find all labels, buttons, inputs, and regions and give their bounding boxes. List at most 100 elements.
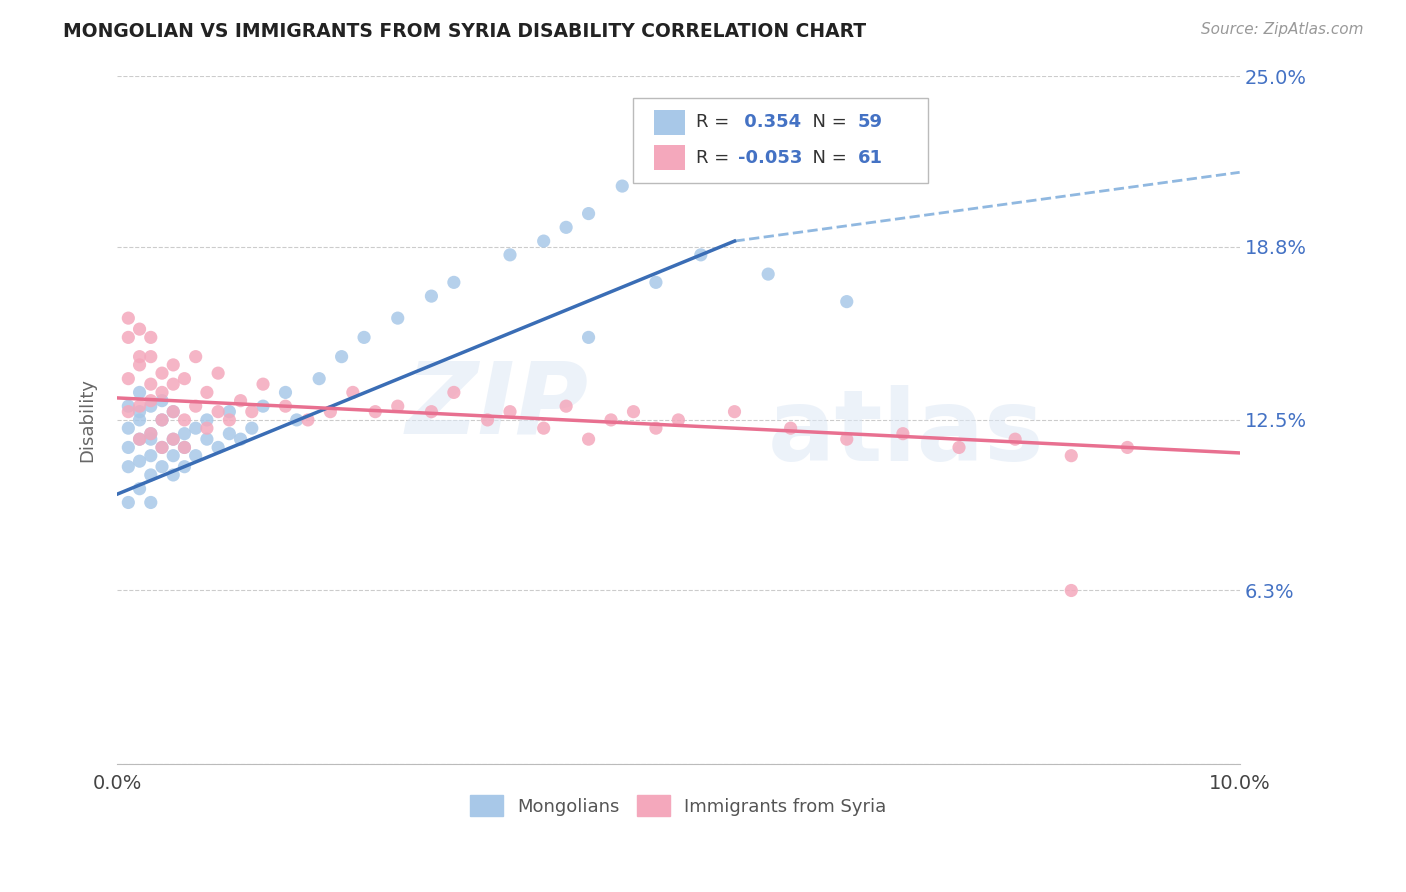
Point bbox=[139, 432, 162, 446]
Point bbox=[623, 405, 645, 419]
Point bbox=[342, 385, 364, 400]
Text: N =: N = bbox=[801, 113, 853, 131]
Point bbox=[555, 220, 578, 235]
Point bbox=[195, 432, 218, 446]
Point bbox=[162, 358, 184, 372]
Point bbox=[420, 405, 443, 419]
Point bbox=[252, 399, 274, 413]
Y-axis label: Disability: Disability bbox=[79, 378, 96, 462]
Point bbox=[578, 206, 600, 220]
Point bbox=[612, 179, 634, 194]
Point bbox=[1060, 449, 1083, 463]
Point bbox=[1060, 583, 1083, 598]
Point bbox=[499, 248, 522, 262]
Point bbox=[173, 426, 195, 441]
Point bbox=[162, 467, 184, 482]
Text: MONGOLIAN VS IMMIGRANTS FROM SYRIA DISABILITY CORRELATION CHART: MONGOLIAN VS IMMIGRANTS FROM SYRIA DISAB… bbox=[63, 22, 866, 41]
Point bbox=[117, 330, 139, 344]
Point bbox=[150, 413, 173, 427]
Point bbox=[150, 413, 173, 427]
Point bbox=[689, 248, 711, 262]
Point bbox=[139, 495, 162, 509]
Point bbox=[274, 385, 297, 400]
Point bbox=[128, 350, 150, 364]
Point bbox=[139, 449, 162, 463]
Point bbox=[645, 276, 668, 290]
Point bbox=[117, 441, 139, 455]
Text: ZIP: ZIP bbox=[405, 358, 589, 455]
Text: R =: R = bbox=[696, 149, 735, 167]
Point bbox=[195, 385, 218, 400]
Point bbox=[184, 350, 207, 364]
Text: -0.053: -0.053 bbox=[738, 149, 803, 167]
Point bbox=[117, 405, 139, 419]
Point bbox=[150, 366, 173, 380]
Point bbox=[128, 385, 150, 400]
Point bbox=[645, 421, 668, 435]
Point bbox=[756, 267, 779, 281]
Point bbox=[308, 371, 330, 385]
Point bbox=[139, 426, 162, 441]
Point bbox=[229, 432, 252, 446]
Text: 0.354: 0.354 bbox=[738, 113, 801, 131]
Point bbox=[173, 441, 195, 455]
Point bbox=[330, 350, 353, 364]
Point bbox=[139, 393, 162, 408]
Text: 59: 59 bbox=[858, 113, 883, 131]
Point bbox=[723, 152, 745, 166]
Point bbox=[150, 459, 173, 474]
Point bbox=[779, 137, 801, 152]
Point bbox=[184, 421, 207, 435]
Point bbox=[779, 421, 801, 435]
Point bbox=[128, 432, 150, 446]
Point bbox=[533, 234, 555, 248]
Point bbox=[319, 405, 342, 419]
Legend: Mongolians, Immigrants from Syria: Mongolians, Immigrants from Syria bbox=[463, 789, 894, 823]
Text: 61: 61 bbox=[858, 149, 883, 167]
Point bbox=[443, 276, 465, 290]
Text: N =: N = bbox=[801, 149, 853, 167]
Point bbox=[173, 413, 195, 427]
Point bbox=[173, 371, 195, 385]
Point bbox=[139, 467, 162, 482]
Point bbox=[274, 399, 297, 413]
Point bbox=[353, 330, 375, 344]
Point bbox=[578, 432, 600, 446]
Point bbox=[128, 322, 150, 336]
Point bbox=[117, 311, 139, 326]
Point bbox=[666, 165, 689, 179]
Point bbox=[128, 454, 150, 468]
Point bbox=[443, 385, 465, 400]
Point bbox=[128, 413, 150, 427]
Point bbox=[533, 421, 555, 435]
Point bbox=[387, 311, 409, 326]
Point bbox=[150, 385, 173, 400]
Text: Source: ZipAtlas.com: Source: ZipAtlas.com bbox=[1201, 22, 1364, 37]
Point bbox=[195, 421, 218, 435]
Point bbox=[128, 405, 150, 419]
Point bbox=[150, 393, 173, 408]
Point bbox=[184, 399, 207, 413]
Point bbox=[117, 495, 139, 509]
Text: atlas: atlas bbox=[768, 385, 1045, 483]
Point bbox=[162, 377, 184, 392]
Point bbox=[240, 405, 263, 419]
Point bbox=[139, 426, 162, 441]
Point bbox=[195, 413, 218, 427]
Point bbox=[162, 405, 184, 419]
Point bbox=[139, 377, 162, 392]
Point bbox=[252, 377, 274, 392]
Point bbox=[240, 421, 263, 435]
Point bbox=[229, 393, 252, 408]
Point bbox=[578, 330, 600, 344]
Point bbox=[555, 399, 578, 413]
Point bbox=[297, 413, 319, 427]
Text: R =: R = bbox=[696, 113, 735, 131]
Point bbox=[600, 413, 623, 427]
Point bbox=[184, 449, 207, 463]
Point bbox=[139, 350, 162, 364]
Point bbox=[948, 441, 970, 455]
Point bbox=[150, 441, 173, 455]
Point bbox=[207, 441, 229, 455]
Point bbox=[117, 421, 139, 435]
